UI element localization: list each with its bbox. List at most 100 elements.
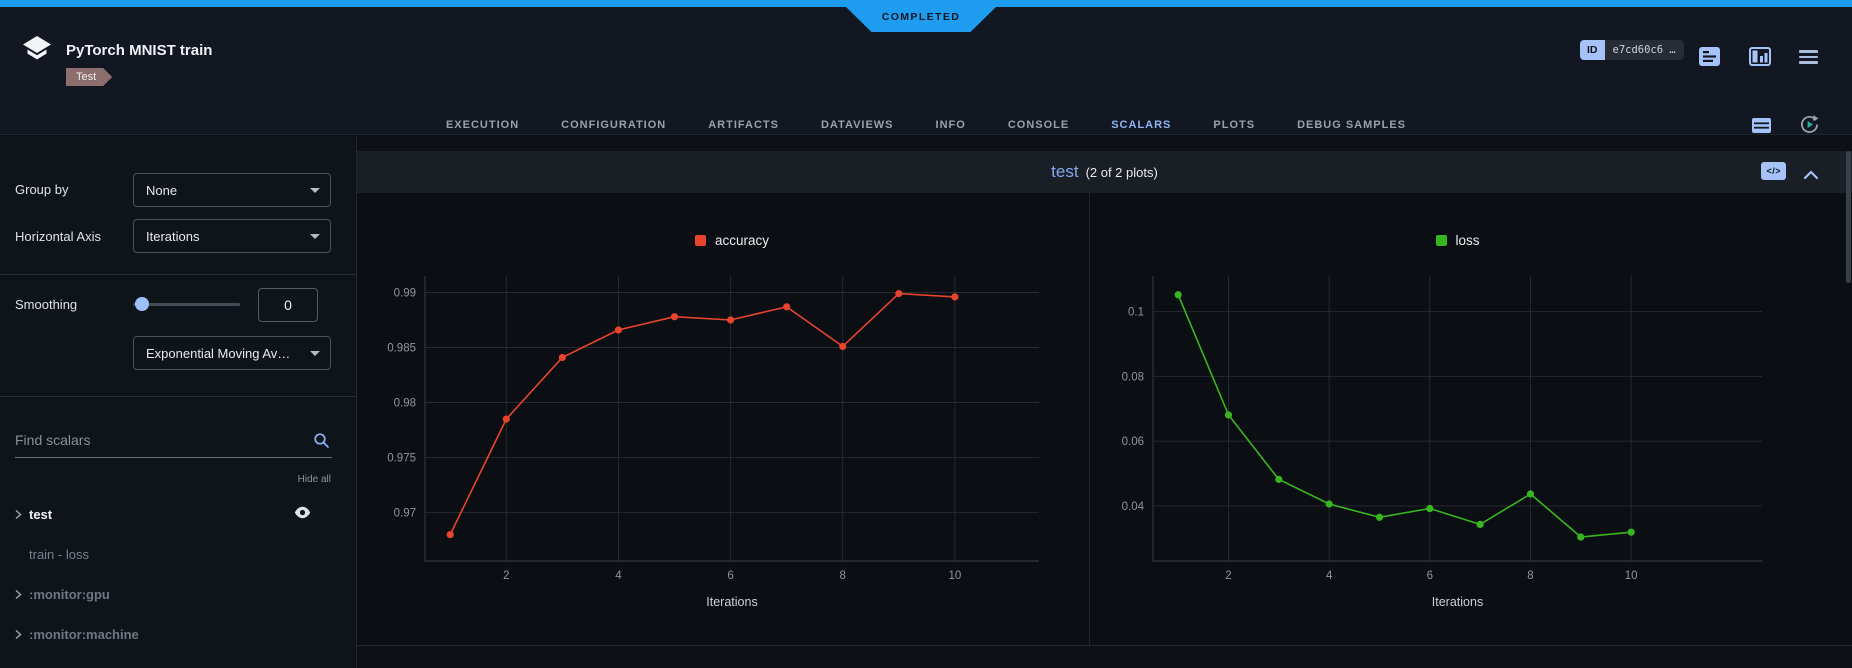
svg-text:8: 8 [840,570,846,582]
scalar-plot-loss: loss 0.04 0.06 0.08 0.1 2 4 6 8 10 Iterations [1090,193,1852,646]
metric-item-monitor-machine[interactable]: :monitor:machine [0,614,356,654]
group-by-label: Group by [15,182,69,197]
smoothing-slider[interactable] [133,296,240,312]
metric-label: :monitor:gpu [29,586,110,602]
chevron-down-icon [310,233,320,239]
plot-group-title[interactable]: test [1051,162,1079,181]
svg-text:6: 6 [727,570,733,582]
metric-item-test[interactable]: test [0,494,356,534]
divider [0,274,356,275]
id-label: ID [1580,40,1605,60]
plots-container: accuracy 0.97 0.975 0.98 0.985 0.99 2 4 6 8 10 Iter… [357,193,1852,646]
chevron-down-icon [310,187,320,193]
svg-text:10: 10 [1625,570,1638,582]
experiment-tag[interactable]: Test [66,68,112,86]
search-input[interactable] [15,428,332,458]
plot-group-count: (2 of 2 plots) [1085,164,1158,180]
svg-text:4: 4 [615,570,622,582]
content: Group by None Horizontal Axis Iterations… [0,136,1852,668]
id-value[interactable]: e7cd60c6 … [1604,40,1684,60]
table-view-icon[interactable] [1752,118,1771,138]
tab-execution[interactable]: EXECUTION [445,118,520,131]
smoothing-method-value: Exponential Moving Av… [146,345,291,361]
svg-text:2: 2 [1225,570,1231,582]
tab-artifacts[interactable]: ARTIFACTS [708,118,779,131]
tab-bar: EXECUTION CONFIGURATION ARTIFACTS DATAVIEWS… [0,107,1852,142]
chevron-right-icon[interactable] [15,629,29,640]
slider-track [133,303,240,306]
status-color-strip [0,0,1852,7]
experiment-id-badge[interactable]: ID e7cd60c6 … [1580,40,1684,60]
smoothing-value-input[interactable] [258,288,318,322]
svg-text:4: 4 [1326,570,1333,582]
svg-text:0.1: 0.1 [1128,307,1144,319]
svg-text:10: 10 [948,570,961,582]
slider-thumb[interactable] [135,297,149,311]
scalars-main: test (2 of 2 plots) </> accuracy 0.97 0.97… [357,136,1852,668]
comment-icon[interactable] [1699,47,1720,71]
svg-text:0.97: 0.97 [394,508,416,520]
group-by-value: None [146,182,178,198]
svg-text:0.975: 0.975 [387,453,416,465]
metric-tree: test train - loss :monitor:gpu :monitor:mac… [0,494,356,654]
legend-item-accuracy[interactable]: accuracy [694,233,770,248]
svg-text:0.08: 0.08 [1122,371,1144,383]
legend-marker [1435,235,1447,246]
chevron-right-icon[interactable] [15,509,29,520]
metric-item-train-loss[interactable]: train - loss [0,534,356,574]
group-by-select[interactable]: None [133,173,331,207]
tab-info[interactable]: INFO [935,118,966,131]
metric-item-monitor-gpu[interactable]: :monitor:gpu [0,574,356,614]
legend-label: accuracy [714,233,770,248]
tab-configuration[interactable]: CONFIGURATION [561,118,667,131]
smoothing-method-select[interactable]: Exponential Moving Av… [133,336,331,370]
scalars-sidebar: Group by None Horizontal Axis Iterations… [0,136,357,668]
scrollbar-thumb[interactable] [1846,151,1851,283]
svg-text:Iterations: Iterations [1432,595,1483,609]
menu-icon[interactable] [1799,50,1818,64]
scalar-search [15,428,332,458]
chevron-down-icon [310,350,320,356]
smoothing-label: Smoothing [15,297,78,312]
chevron-right-icon[interactable] [15,589,29,600]
panel-layout-icon[interactable] [1749,47,1771,71]
svg-text:0.04: 0.04 [1122,501,1145,513]
plot-group-header: test (2 of 2 plots) </> [357,151,1852,193]
auto-refresh-icon[interactable] [1799,114,1820,140]
hide-all-button[interactable]: Hide all [297,474,331,485]
app-logo [19,35,55,70]
svg-text:0.98: 0.98 [394,398,416,410]
legend-marker [694,235,706,246]
plot-canvas-loss[interactable]: 0.04 0.06 0.08 0.1 2 4 6 8 10 Iterations [1090,193,1852,646]
metric-label: :monitor:machine [29,626,139,642]
divider [0,396,356,397]
svg-text:6: 6 [1427,570,1433,582]
metric-label: test [29,506,53,522]
svg-text:2: 2 [503,570,509,582]
svg-text:0.99: 0.99 [394,288,416,300]
horizontal-axis-value: Iterations [146,228,200,244]
status-badge: COMPLETED [846,7,996,32]
scalar-plot-accuracy: accuracy 0.97 0.975 0.98 0.985 0.99 2 4 6 8 10 Iter… [357,193,1090,646]
horizontal-axis-label: Horizontal Axis [15,229,101,244]
visibility-eye-icon[interactable] [294,506,311,524]
experiment-title: PyTorch MNIST train [66,42,213,59]
svg-text:Iterations: Iterations [706,595,757,609]
status-label: COMPLETED [881,11,961,23]
svg-text:0.06: 0.06 [1122,436,1144,448]
tab-console[interactable]: CONSOLE [1007,118,1070,131]
legend-label: loss [1455,233,1480,248]
horizontal-axis-select[interactable]: Iterations [133,219,331,253]
svg-text:8: 8 [1527,570,1533,582]
plot-canvas-accuracy[interactable]: 0.97 0.975 0.98 0.985 0.99 2 4 6 8 10 Iterations [357,193,1089,646]
tab-plots[interactable]: PLOTS [1213,118,1256,131]
collapse-group-icon[interactable] [1803,167,1819,185]
search-icon[interactable] [313,432,330,454]
embed-code-icon[interactable]: </> [1761,162,1786,180]
legend-item-loss[interactable]: loss [1435,233,1480,248]
metric-label: train - loss [29,546,89,562]
tab-dataviews[interactable]: DATAVIEWS [820,118,894,131]
tab-debug-samples[interactable]: DEBUG SAMPLES [1297,118,1407,131]
svg-text:0.985: 0.985 [387,343,416,355]
